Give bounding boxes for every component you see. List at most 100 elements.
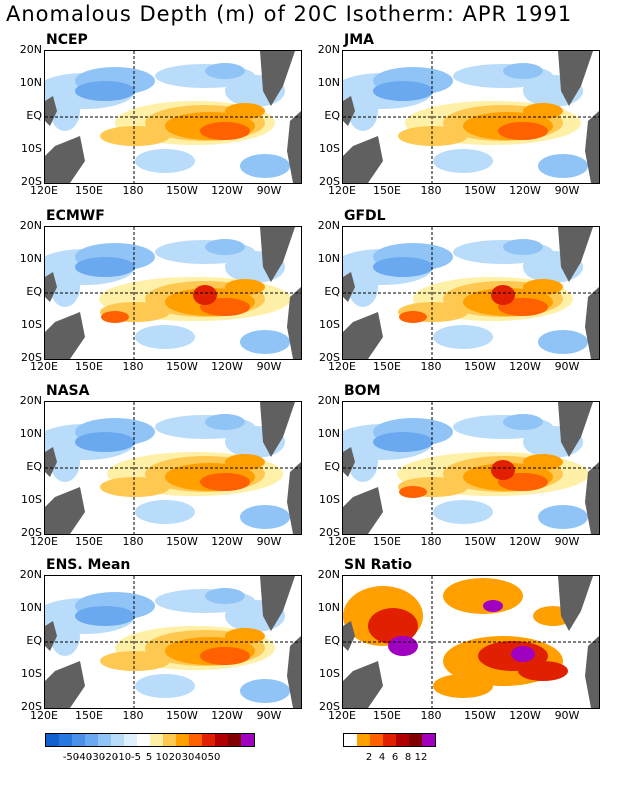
lon-tick-label: 150E xyxy=(75,360,103,373)
colorbar-swatch xyxy=(85,734,98,746)
lon-tick-label: 180 xyxy=(420,535,442,548)
depth-colorbar xyxy=(45,733,255,747)
lat-tick-label: 20N xyxy=(19,568,42,581)
lat-tick-label: 20N xyxy=(19,394,42,407)
colorbar-swatch xyxy=(396,734,409,746)
lat-tick-label: 10N xyxy=(19,427,42,440)
lat-tick-label: 20S xyxy=(21,351,42,364)
lat-tick-label: EQ xyxy=(324,634,340,647)
map-panel xyxy=(44,401,302,535)
lat-tick-label: 10S xyxy=(21,318,42,331)
lon-tick-label: 90W xyxy=(554,709,580,722)
lon-tick-label: 150W xyxy=(166,709,198,722)
lon-tick-label: 120W xyxy=(211,535,243,548)
colorbar-swatch xyxy=(176,734,189,746)
lon-tick-label: 90W xyxy=(256,360,282,373)
lon-tick-label: 120E xyxy=(328,360,356,373)
lon-tick-label: 90W xyxy=(256,535,282,548)
map-panel xyxy=(44,226,302,360)
colorbar-label: 40 xyxy=(194,752,208,763)
lon-tick-label: 180 xyxy=(420,184,442,197)
lat-tick-label: 10S xyxy=(319,667,340,680)
lat-tick-label: EQ xyxy=(26,634,42,647)
colorbar-swatch xyxy=(98,734,111,746)
lat-tick-label: 20N xyxy=(317,43,340,56)
lon-tick-label: 120W xyxy=(509,360,541,373)
lat-tick-label: 20N xyxy=(317,394,340,407)
lon-tick-label: 90W xyxy=(554,360,580,373)
colorbar-label: -40 xyxy=(75,752,93,763)
colorbar-swatch xyxy=(46,734,59,746)
lon-tick-label: 180 xyxy=(122,535,144,548)
lon-tick-label: 150W xyxy=(464,360,496,373)
panel-label: NCEP xyxy=(46,32,88,48)
lon-tick-label: 90W xyxy=(256,184,282,197)
lat-tick-label: EQ xyxy=(324,460,340,473)
colorbar-label: 5 xyxy=(145,752,153,763)
lon-tick-label: 150E xyxy=(373,535,401,548)
colorbar-label: -10 xyxy=(114,752,132,763)
lon-tick-label: 120W xyxy=(509,535,541,548)
lat-tick-label: 20S xyxy=(21,700,42,713)
lat-tick-label: 10N xyxy=(317,76,340,89)
lat-tick-label: 20S xyxy=(21,175,42,188)
colorbar-label: -5 xyxy=(131,752,141,763)
lat-tick-label: 20S xyxy=(319,175,340,188)
lon-tick-label: 180 xyxy=(122,360,144,373)
colorbar-label: 8 xyxy=(404,752,412,763)
lon-tick-label: 150W xyxy=(464,184,496,197)
lat-tick-label: 20N xyxy=(317,568,340,581)
lon-tick-label: 120W xyxy=(509,709,541,722)
lat-tick-label: 10S xyxy=(319,493,340,506)
colorbar-swatch xyxy=(228,734,241,746)
map-panel xyxy=(342,226,600,360)
lat-tick-label: 10S xyxy=(21,667,42,680)
lon-tick-label: 120W xyxy=(509,184,541,197)
lon-tick-label: 150E xyxy=(75,535,103,548)
panel-label: ENS. Mean xyxy=(46,557,131,573)
colorbar-swatch xyxy=(241,734,254,746)
lon-tick-label: 120W xyxy=(211,360,243,373)
colorbar-swatch xyxy=(124,734,137,746)
lon-tick-label: 120W xyxy=(211,709,243,722)
colorbar-label: -30 xyxy=(88,752,106,763)
lat-tick-label: 20S xyxy=(319,526,340,539)
lon-tick-label: 150E xyxy=(373,360,401,373)
lon-tick-label: 150W xyxy=(166,535,198,548)
lon-tick-label: 150W xyxy=(464,535,496,548)
map-panel xyxy=(44,50,302,184)
map-panel xyxy=(342,575,600,709)
lon-tick-label: 120E xyxy=(30,535,58,548)
lat-tick-label: EQ xyxy=(26,109,42,122)
lon-tick-label: 90W xyxy=(256,709,282,722)
lat-tick-label: 10N xyxy=(317,601,340,614)
colorbar-label: 50 xyxy=(207,752,221,763)
lat-tick-label: EQ xyxy=(324,285,340,298)
lon-tick-label: 150W xyxy=(464,709,496,722)
colorbar-swatch xyxy=(357,734,370,746)
colorbar-label: 20 xyxy=(168,752,182,763)
lat-tick-label: 20N xyxy=(19,219,42,232)
colorbar-swatch xyxy=(422,734,435,746)
panel-label: GFDL xyxy=(344,208,386,224)
colorbar-swatch xyxy=(150,734,163,746)
colorbar-label: -50 xyxy=(62,752,80,763)
colorbar-label: 4 xyxy=(378,752,386,763)
lat-tick-label: EQ xyxy=(26,285,42,298)
panel-label: SN Ratio xyxy=(344,557,413,573)
colorbar-swatch xyxy=(409,734,422,746)
colorbar-label: 10 xyxy=(155,752,169,763)
lon-tick-label: 150E xyxy=(373,709,401,722)
colorbar-swatch xyxy=(163,734,176,746)
colorbar-swatch xyxy=(189,734,202,746)
lon-tick-label: 150E xyxy=(75,184,103,197)
colorbar-swatch xyxy=(111,734,124,746)
lat-tick-label: 10N xyxy=(19,76,42,89)
lon-tick-label: 150E xyxy=(75,709,103,722)
sn-ratio-colorbar xyxy=(343,733,436,747)
lon-tick-label: 150W xyxy=(166,184,198,197)
lat-tick-label: EQ xyxy=(26,460,42,473)
lat-tick-label: 10N xyxy=(19,601,42,614)
panel-label: BOM xyxy=(344,383,381,399)
lon-tick-label: 120E xyxy=(328,184,356,197)
